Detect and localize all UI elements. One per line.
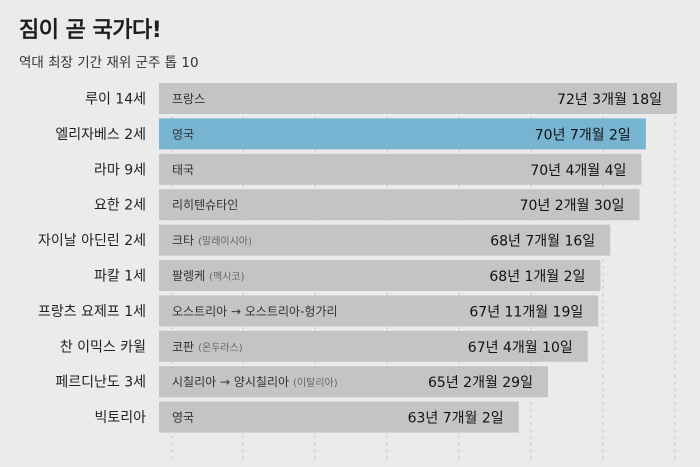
bar xyxy=(159,189,640,221)
bar-row: 엘리자베스 2세 영국 70년 7개월 2일 xyxy=(55,118,646,150)
country-note: (말레이시아) xyxy=(198,236,252,248)
bar xyxy=(159,401,519,433)
bar xyxy=(159,224,611,256)
bar xyxy=(159,330,588,362)
monarch-name-label: 루이 14세 xyxy=(85,92,146,108)
country-label: 리히텐슈타인 xyxy=(172,198,238,212)
country-note: (이탈리아) xyxy=(293,376,338,389)
bar-row: 루이 14세 프랑스 72년 3개월 18일 xyxy=(85,83,677,114)
country-label: 시칠리아 → 양시칠리아 (이탈리아) xyxy=(172,375,338,389)
country-label: 영국 xyxy=(172,127,194,141)
monarch-name-label: 라마 9세 xyxy=(94,162,146,178)
chart-subtitle: 역대 최장 기간 재위 군주 톱 10 xyxy=(19,55,199,71)
bar-row: 페르디난도 3세 시칠리아 → 양시칠리아 (이탈리아) 65년 2개월 29일 xyxy=(55,366,548,398)
monarch-name-label: 자이날 아딘린 2세 xyxy=(38,233,146,249)
value-label: 68년 1개월 2일 xyxy=(489,269,585,285)
value-label: 70년 2개월 30일 xyxy=(520,198,625,214)
country-note: (온두라스) xyxy=(198,342,243,354)
country-label: 오스트리아 → 오스트리아-헝가리 xyxy=(172,304,338,318)
bar-row: 빅토리아 영국 63년 7개월 2일 xyxy=(94,401,519,433)
monarch-name-label: 프랑츠 요제프 1세 xyxy=(38,304,146,320)
bar-row: 요한 2세 리히텐슈타인 70년 2개월 30일 xyxy=(94,189,640,221)
monarch-name-label: 파칼 1세 xyxy=(94,269,146,285)
monarch-name-label: 페르디난도 3세 xyxy=(55,375,146,391)
monarch-name-label: 빅토리아 xyxy=(94,410,146,426)
value-label: 70년 4개월 4일 xyxy=(530,163,626,179)
value-label: 65년 2개월 29일 xyxy=(428,375,533,391)
value-label: 67년 11개월 19일 xyxy=(469,304,583,320)
country-label: 크타 (말레이시아) xyxy=(172,234,252,248)
country-label: 영국 xyxy=(172,411,194,425)
chart-title: 짐이 곧 국가다! xyxy=(19,18,162,43)
bar-row: 프랑츠 요제프 1세 오스트리아 → 오스트리아-헝가리 67년 11개월 19일 xyxy=(38,295,599,327)
country-note: (멕시코) xyxy=(209,271,245,283)
monarch-name-label: 찬 이믹스 카윌 xyxy=(60,339,146,355)
bar xyxy=(159,153,642,185)
bar-row: 파칼 1세 팔렝케 (멕시코) 68년 1개월 2일 xyxy=(94,260,601,291)
value-label: 72년 3개월 18일 xyxy=(557,92,662,108)
value-label: 68년 7개월 16일 xyxy=(490,234,595,250)
monarch-name-label: 요한 2세 xyxy=(94,198,146,214)
country-label: 코판 (온두라스) xyxy=(172,340,243,354)
country-label: 태국 xyxy=(172,163,194,177)
bar-row: 라마 9세 태국 70년 4개월 4일 xyxy=(94,153,642,185)
bar xyxy=(159,366,548,398)
bar xyxy=(159,118,646,150)
value-label: 70년 7개월 2일 xyxy=(535,127,631,143)
value-label: 67년 4개월 10일 xyxy=(468,340,573,356)
bar xyxy=(159,295,599,327)
bar xyxy=(159,260,601,291)
country-label: 프랑스 xyxy=(172,92,205,106)
country-label: 팔렝케 (멕시코) xyxy=(172,269,245,283)
monarch-name-label: 엘리자베스 2세 xyxy=(55,127,146,143)
bar xyxy=(159,83,677,114)
value-label: 63년 7개월 2일 xyxy=(408,411,504,427)
bar-row: 찬 이믹스 카윌 코판 (온두라스) 67년 4개월 10일 xyxy=(60,330,588,362)
bar-row: 자이날 아딘린 2세 크타 (말레이시아) 68년 7개월 16일 xyxy=(38,224,611,256)
